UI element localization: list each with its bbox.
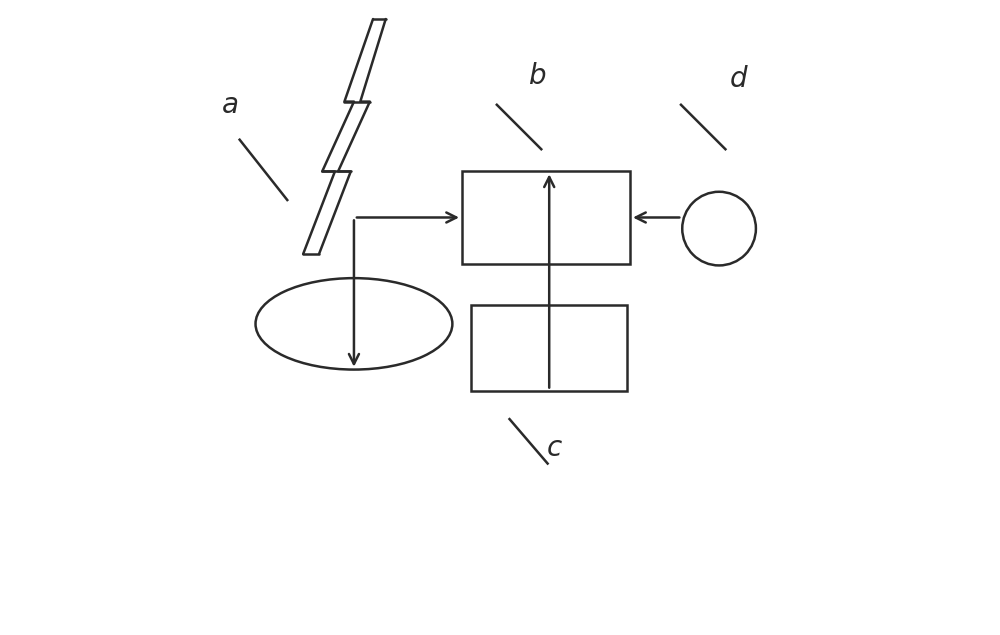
Text: b: b — [529, 62, 547, 90]
Text: d: d — [729, 65, 747, 93]
Bar — [471, 305, 627, 391]
Bar — [462, 171, 630, 264]
Text: c: c — [546, 434, 562, 462]
Text: a: a — [222, 91, 239, 119]
